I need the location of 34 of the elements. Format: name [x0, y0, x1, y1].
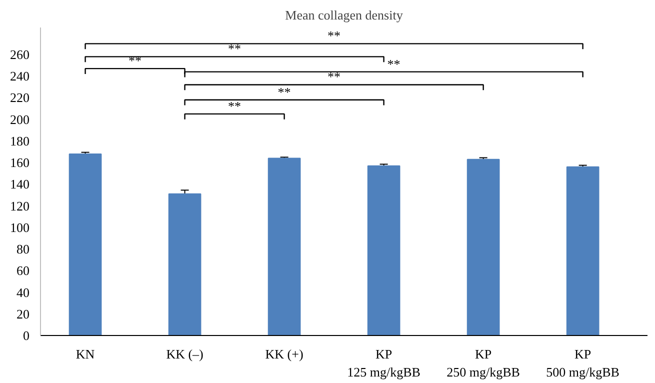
y-tick-label: 0 — [23, 328, 30, 343]
bar — [268, 158, 301, 336]
bar — [168, 193, 202, 336]
y-tick-label: 220 — [10, 90, 30, 106]
annotation: ** — [328, 28, 341, 44]
x-tick-label: KN — [76, 346, 96, 362]
y-tick-label: 40 — [16, 284, 30, 300]
x-tick-label: KP 500 mg/kgBB — [546, 346, 620, 380]
annotation: ** — [387, 56, 400, 72]
annotation: ** — [328, 69, 341, 84]
y-tick-label: 200 — [10, 112, 30, 127]
y-tick-label: 60 — [16, 263, 30, 278]
x-tick-label: KP 250 mg/kgBB — [446, 346, 520, 380]
bar — [566, 166, 600, 336]
annotation: ** — [228, 41, 242, 56]
y-tick-label: 260 — [10, 47, 30, 62]
bar — [68, 153, 102, 336]
y-tick-label: 100 — [10, 220, 30, 235]
x-tick-label: KP 125 mg/kgBB — [347, 346, 421, 380]
annotation: ** — [128, 53, 142, 68]
y-tick-label: 160 — [10, 155, 30, 170]
chart-title: Mean collagen density — [285, 8, 404, 22]
y-tick-label: 80 — [16, 242, 30, 257]
bar — [367, 165, 400, 336]
annotation: ** — [228, 98, 242, 114]
x-tick-label: KK (+) — [265, 346, 304, 362]
y-tick-label: 20 — [16, 306, 30, 322]
bar — [466, 158, 500, 336]
y-tick-label: 120 — [10, 198, 30, 214]
annotation: ** — [278, 84, 291, 100]
y-tick-label: 240 — [10, 68, 30, 84]
y-tick-label: 140 — [10, 176, 30, 192]
y-tick-label: 180 — [10, 133, 30, 148]
x-tick-label: KK (–) — [166, 346, 204, 362]
